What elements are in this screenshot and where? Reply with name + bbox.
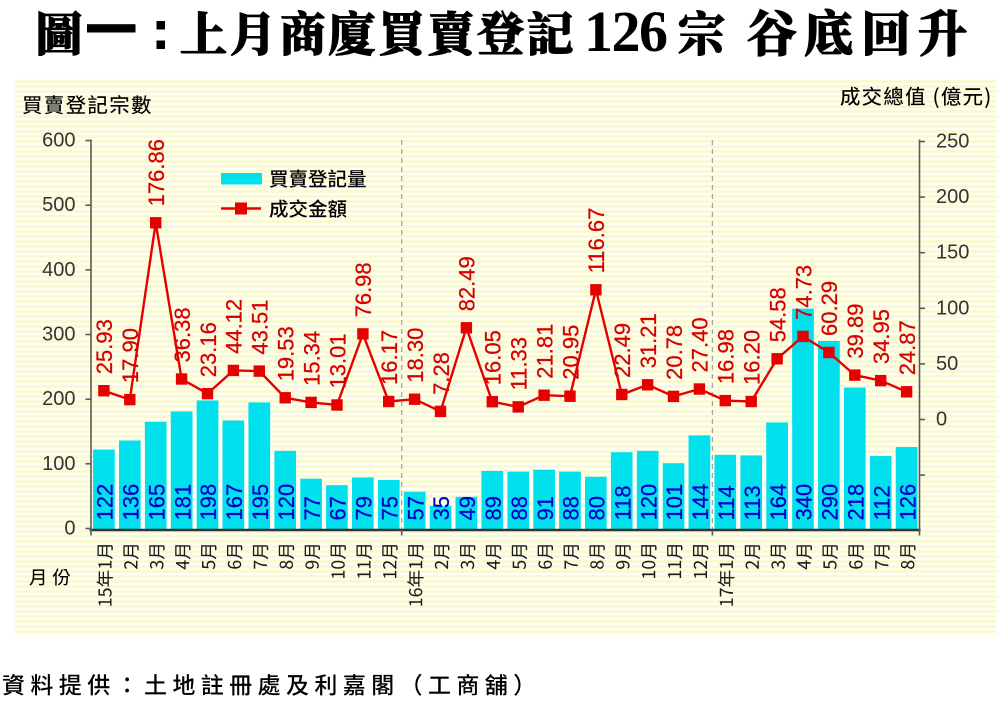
svg-text:80: 80 xyxy=(585,496,610,520)
svg-text:49: 49 xyxy=(455,496,480,520)
svg-text:167: 167 xyxy=(222,484,247,521)
svg-text:44.12: 44.12 xyxy=(222,299,247,354)
svg-text:67: 67 xyxy=(326,496,351,520)
svg-text:24.87: 24.87 xyxy=(895,320,920,375)
svg-text:122: 122 xyxy=(93,484,118,521)
svg-text:43.51: 43.51 xyxy=(248,300,273,355)
svg-text:16.98: 16.98 xyxy=(714,329,739,384)
svg-text:195: 195 xyxy=(248,484,273,521)
svg-text:76.98: 76.98 xyxy=(351,262,376,317)
svg-text:113: 113 xyxy=(740,485,765,520)
svg-text:82.49: 82.49 xyxy=(455,256,480,311)
svg-text:54.58: 54.58 xyxy=(765,287,790,342)
svg-text:600: 600 xyxy=(42,130,75,152)
svg-text:60.29: 60.29 xyxy=(817,281,842,336)
svg-text:400: 400 xyxy=(42,259,75,281)
svg-text:36.38: 36.38 xyxy=(170,307,195,362)
svg-text:39.89: 39.89 xyxy=(843,304,868,359)
svg-text:100: 100 xyxy=(42,453,75,475)
svg-text:116.67: 116.67 xyxy=(584,208,609,274)
svg-text:150: 150 xyxy=(936,242,969,264)
svg-text:88: 88 xyxy=(559,496,584,520)
svg-text:112: 112 xyxy=(869,485,894,520)
svg-text:0: 0 xyxy=(936,409,947,431)
svg-text:20.78: 20.78 xyxy=(662,325,687,380)
svg-text:250: 250 xyxy=(936,131,969,153)
svg-text:19.53: 19.53 xyxy=(274,326,299,381)
svg-text:21.81: 21.81 xyxy=(532,324,557,379)
svg-text:20.95: 20.95 xyxy=(558,325,583,380)
svg-text:79: 79 xyxy=(352,496,377,520)
svg-text:22.49: 22.49 xyxy=(610,323,635,378)
svg-text:126: 126 xyxy=(584,0,667,64)
svg-text:118: 118 xyxy=(611,485,636,520)
svg-text:198: 198 xyxy=(196,484,221,521)
svg-text:17.90: 17.90 xyxy=(118,328,143,383)
svg-text:34.95: 34.95 xyxy=(869,309,894,364)
svg-text:57: 57 xyxy=(403,496,428,520)
svg-text:101: 101 xyxy=(662,484,687,521)
svg-text:120: 120 xyxy=(274,484,299,521)
svg-text:91: 91 xyxy=(533,496,558,520)
svg-text:200: 200 xyxy=(936,186,969,208)
svg-text:165: 165 xyxy=(144,484,169,521)
svg-text:144: 144 xyxy=(688,484,713,521)
svg-text:77: 77 xyxy=(300,496,325,520)
svg-text:181: 181 xyxy=(170,484,195,521)
svg-text:16.20: 16.20 xyxy=(740,330,765,385)
svg-text:18.30: 18.30 xyxy=(403,328,428,383)
svg-text:16.17: 16.17 xyxy=(377,330,402,385)
svg-text:11.33: 11.33 xyxy=(507,337,532,390)
svg-text:50: 50 xyxy=(936,353,958,375)
svg-text:15.34: 15.34 xyxy=(299,331,324,386)
svg-text:27.40: 27.40 xyxy=(688,317,713,372)
svg-text:300: 300 xyxy=(42,324,75,346)
svg-text:89: 89 xyxy=(481,496,506,520)
svg-text:136: 136 xyxy=(119,484,144,521)
svg-text:75: 75 xyxy=(377,496,402,520)
svg-text:114: 114 xyxy=(714,485,739,520)
svg-text:13.01: 13.01 xyxy=(325,333,350,388)
svg-text:290: 290 xyxy=(818,484,843,521)
svg-text:340: 340 xyxy=(792,484,817,521)
svg-text:126: 126 xyxy=(895,484,920,521)
svg-text:7.28: 7.28 xyxy=(429,352,454,395)
svg-text:16.05: 16.05 xyxy=(481,330,506,385)
svg-text:100: 100 xyxy=(936,297,969,319)
svg-text:0: 0 xyxy=(64,518,75,540)
svg-text:500: 500 xyxy=(42,194,75,216)
svg-text:35: 35 xyxy=(429,496,454,520)
svg-text:31.21: 31.21 xyxy=(636,313,661,368)
svg-text:164: 164 xyxy=(766,484,791,521)
svg-text:176.86: 176.86 xyxy=(144,139,169,206)
svg-text:74.73: 74.73 xyxy=(791,265,816,320)
svg-text:120: 120 xyxy=(636,484,661,521)
svg-text:200: 200 xyxy=(42,388,75,410)
svg-text:25.93: 25.93 xyxy=(92,319,117,374)
svg-text:88: 88 xyxy=(507,496,532,520)
svg-text:23.16: 23.16 xyxy=(196,322,221,377)
svg-text:218: 218 xyxy=(844,484,869,521)
